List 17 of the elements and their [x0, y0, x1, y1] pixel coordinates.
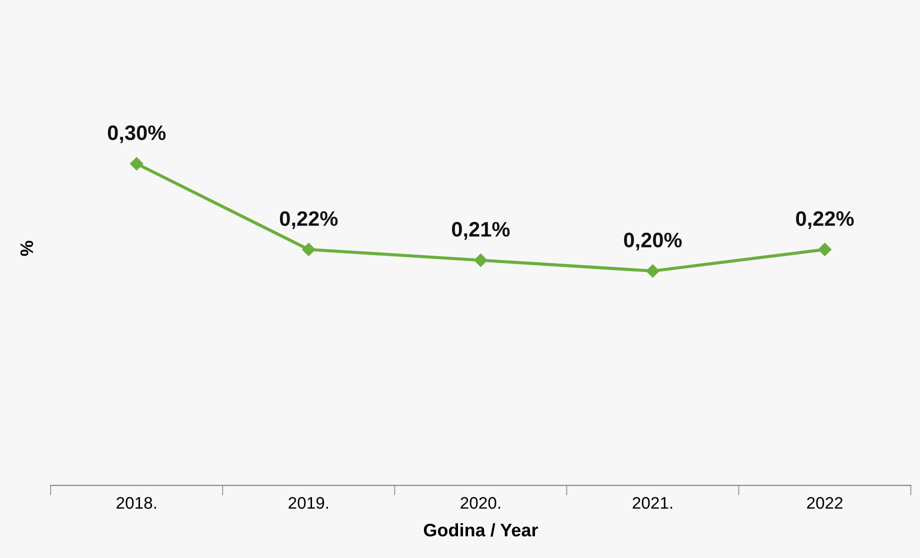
- point: [818, 242, 832, 256]
- x-tick-label: 2021.: [632, 497, 672, 509]
- point: [474, 254, 488, 267]
- data-label: 0,22%: [280, 211, 338, 229]
- data-label: 0,21%: [452, 222, 510, 240]
- data-label: 0,30%: [108, 125, 166, 144]
- x-tick-label: 2022: [807, 497, 842, 509]
- y-axis-title: %: [20, 240, 34, 256]
- x-axis-title: Godina / Year: [424, 523, 538, 537]
- x-tick-label: 2019.: [288, 497, 328, 509]
- point: [646, 264, 660, 278]
- point: [130, 157, 144, 170]
- data-label: 0,22%: [796, 211, 854, 229]
- x-tick-label: 2020.: [460, 497, 500, 509]
- x-tick-label: 2018.: [116, 497, 156, 509]
- point: [302, 242, 316, 256]
- data-label: 0,20%: [624, 232, 682, 250]
